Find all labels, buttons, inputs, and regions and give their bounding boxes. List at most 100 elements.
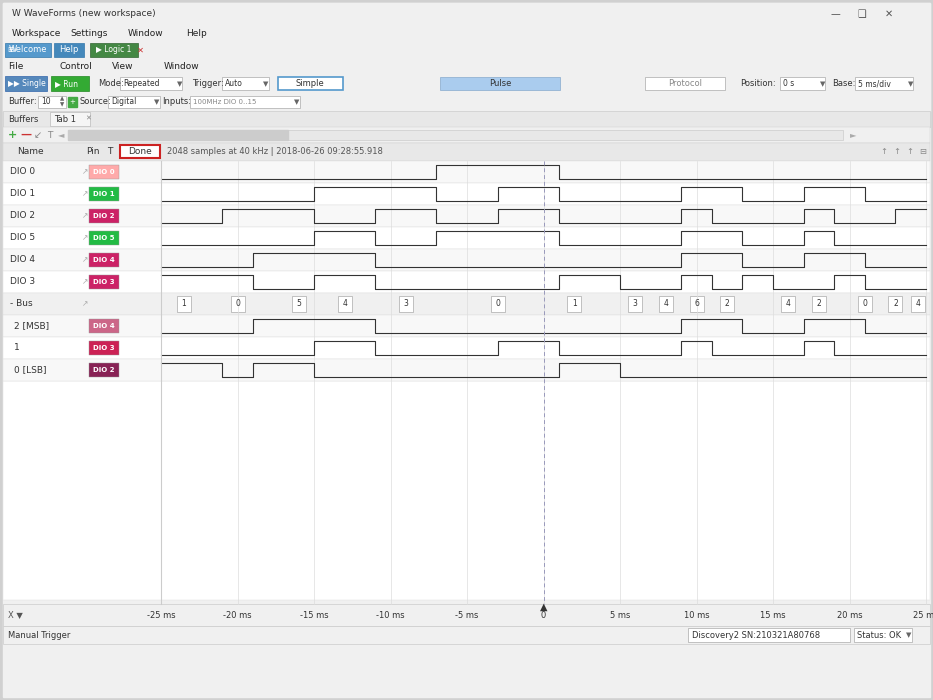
Bar — [3, 41, 930, 59]
Bar — [888, 296, 902, 312]
Bar — [3, 205, 930, 227]
Bar — [912, 296, 926, 312]
Text: DIO 4: DIO 4 — [10, 256, 35, 265]
Bar — [3, 143, 930, 161]
Text: Trigger:: Trigger: — [192, 80, 224, 88]
Text: ▲: ▲ — [60, 97, 64, 102]
Text: 1: 1 — [572, 300, 577, 309]
Text: DIO 0: DIO 0 — [10, 167, 35, 176]
Text: 0: 0 — [235, 300, 240, 309]
Text: -15 ms: -15 ms — [299, 610, 328, 620]
Text: 0: 0 — [862, 300, 868, 309]
Text: DIO 3: DIO 3 — [93, 279, 115, 285]
Bar — [5, 76, 47, 91]
Bar — [3, 293, 930, 315]
Text: ◄: ◄ — [58, 130, 64, 139]
Text: 5 ms/div: 5 ms/div — [858, 80, 891, 88]
Bar — [120, 145, 160, 158]
Text: 20 ms: 20 ms — [837, 610, 862, 620]
Text: Pin: Pin — [86, 148, 100, 157]
Text: ↗: ↗ — [82, 300, 89, 309]
Bar — [3, 626, 930, 644]
Bar — [222, 77, 269, 90]
Text: ▲: ▲ — [540, 602, 548, 612]
Bar — [781, 296, 795, 312]
Text: Control: Control — [60, 62, 92, 71]
Bar — [50, 112, 90, 126]
Text: ↙: ↙ — [34, 130, 42, 140]
Text: DIO 4: DIO 4 — [93, 323, 115, 329]
Text: Settings: Settings — [70, 29, 107, 38]
Text: Name: Name — [17, 148, 43, 157]
Text: ↗: ↗ — [82, 256, 89, 265]
Bar — [68, 97, 77, 107]
Text: 10 ms: 10 ms — [684, 610, 709, 620]
Text: 4: 4 — [342, 300, 347, 309]
Text: 5 ms: 5 ms — [610, 610, 630, 620]
Text: T: T — [107, 148, 113, 157]
Bar — [3, 111, 930, 127]
Text: Buffer:: Buffer: — [8, 97, 36, 106]
Text: DIO 1: DIO 1 — [93, 191, 115, 197]
Text: 2: 2 — [816, 300, 821, 309]
Bar — [54, 43, 84, 57]
Bar — [440, 77, 560, 90]
Text: ▼: ▼ — [154, 99, 160, 105]
Bar — [854, 628, 912, 642]
Text: 2: 2 — [725, 300, 730, 309]
Text: ▶ Run: ▶ Run — [55, 80, 78, 88]
Text: 0: 0 — [495, 300, 500, 309]
Bar — [278, 77, 343, 90]
Bar — [3, 127, 930, 143]
Text: ↗: ↗ — [82, 190, 89, 199]
Text: —: — — [830, 9, 840, 19]
Bar — [120, 77, 182, 90]
Bar — [89, 187, 119, 201]
Text: +: + — [69, 99, 75, 105]
Text: ▼: ▼ — [263, 81, 269, 87]
Bar — [491, 296, 505, 312]
Bar — [398, 296, 412, 312]
Bar — [89, 319, 119, 333]
Bar — [89, 253, 119, 267]
Bar — [689, 296, 703, 312]
Bar — [3, 359, 930, 381]
Text: ▼: ▼ — [177, 81, 182, 87]
Text: Protocol: Protocol — [668, 80, 702, 88]
Bar — [3, 315, 930, 337]
Text: —: — — [20, 130, 31, 140]
Text: 100MHz DIO 0..15: 100MHz DIO 0..15 — [193, 99, 257, 105]
Bar — [89, 341, 119, 355]
Text: -5 ms: -5 ms — [455, 610, 479, 620]
Text: DIO 2: DIO 2 — [93, 367, 115, 373]
Text: 2: 2 — [893, 300, 898, 309]
Text: Mode:: Mode: — [98, 80, 124, 88]
Bar — [5, 43, 51, 57]
Text: ↗: ↗ — [82, 167, 89, 176]
Bar — [3, 337, 930, 359]
Text: ↑: ↑ — [893, 148, 900, 157]
Bar — [3, 227, 930, 249]
Text: Buffers: Buffers — [8, 115, 38, 123]
Bar — [659, 296, 673, 312]
Bar — [3, 604, 930, 626]
Text: Position:: Position: — [740, 80, 775, 88]
Bar — [292, 296, 306, 312]
Text: Window: Window — [164, 62, 200, 71]
Text: DIO 5: DIO 5 — [93, 235, 115, 241]
Text: Source:: Source: — [80, 97, 112, 106]
Bar — [338, 296, 352, 312]
Text: Help: Help — [60, 46, 78, 55]
Text: Tab 1: Tab 1 — [54, 115, 76, 123]
Text: ▶▶ Single: ▶▶ Single — [8, 80, 46, 88]
Text: Help: Help — [186, 29, 207, 38]
Bar — [3, 271, 930, 293]
Bar — [780, 77, 825, 90]
Text: ▼: ▼ — [60, 102, 64, 108]
Bar — [3, 3, 930, 25]
Bar — [3, 249, 930, 271]
Bar — [230, 296, 244, 312]
Text: 10: 10 — [41, 97, 50, 106]
Text: 0: 0 — [541, 610, 546, 620]
Text: DIO 2: DIO 2 — [10, 211, 35, 220]
